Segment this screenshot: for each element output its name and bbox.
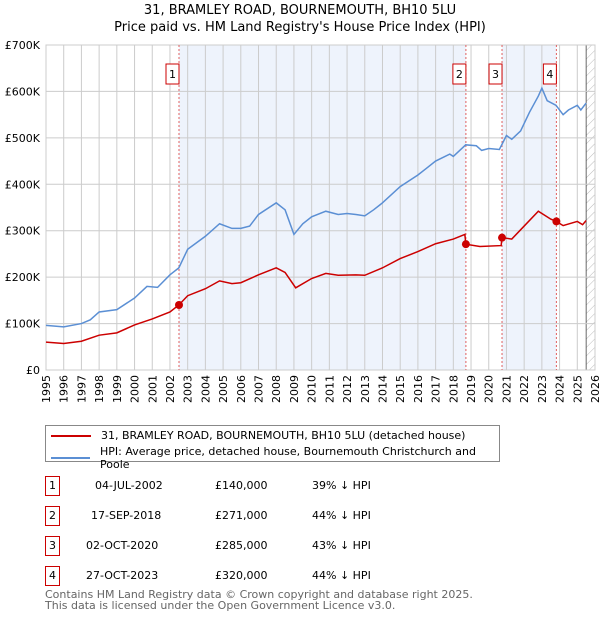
x-tick-label: 2015	[394, 375, 407, 403]
x-tick-label: 1997	[75, 375, 88, 403]
legend-swatch-property	[51, 434, 91, 437]
legend-swatch-hpi	[51, 457, 91, 459]
sale-price: £285,000	[215, 539, 268, 552]
x-tick-label: 2004	[199, 375, 212, 403]
x-tick-label: 2016	[412, 375, 425, 403]
sale-number-badge: 4	[45, 566, 60, 586]
chart-title: 31, BRAMLEY ROAD, BOURNEMOUTH, BH10 5LU	[143, 3, 457, 18]
y-tick-label: £200K	[5, 271, 41, 284]
sale-date: 04-JUL-2002	[95, 479, 163, 492]
chart-subtitle: Price paid vs. HM Land Registry's House …	[114, 20, 486, 35]
series-line	[45, 210, 587, 345]
sale-hpi-diff: 44% ↓ HPI	[312, 569, 371, 582]
sales-table-row: 1 04-JUL-2002 £140,000 39% ↓ HPI	[45, 476, 495, 496]
sale-hpi-diff: 39% ↓ HPI	[312, 479, 371, 492]
sale-hpi-diff: 43% ↓ HPI	[312, 539, 371, 552]
x-tick-label: 2005	[217, 375, 230, 403]
y-tick-label: £600K	[5, 85, 41, 98]
sale-number-badge: 3	[45, 536, 60, 556]
sale-label: 3	[492, 68, 499, 81]
price-chart: 1995 1996 1997 1998 1999 2000 2001 2002 2003 2004…	[5, 39, 600, 403]
x-tick-label: 2011	[323, 375, 336, 403]
sale-label: 4	[546, 68, 553, 81]
sale-number-badge: 1	[45, 476, 60, 496]
sale-price: £271,000	[215, 509, 268, 522]
sale-date: 27-OCT-2023	[86, 569, 159, 582]
shaded-range	[502, 45, 557, 370]
x-tick-label: 2013	[359, 375, 372, 403]
sale-point	[174, 301, 183, 309]
footer-licence: This data is licensed under the Open Gov…	[45, 599, 396, 612]
x-tick-label: 1995	[40, 375, 53, 403]
sale-date: 02-OCT-2020	[86, 539, 159, 552]
x-tick-label: 2008	[270, 375, 283, 403]
y-tick-label: £500K	[5, 132, 41, 145]
x-tick-label: 2019	[465, 375, 478, 403]
legend-label-hpi: HPI: Average price, detached house, Bour…	[100, 445, 476, 471]
x-tick-label: 2017	[430, 375, 443, 403]
x-tick-label: 2026	[589, 375, 600, 403]
y-tick-label: £100K	[5, 318, 41, 331]
sales-table-row: 4 27-OCT-2023 £320,000 44% ↓ HPI	[45, 566, 495, 586]
sales-table-row: 3 02-OCT-2020 £285,000 43% ↓ HPI	[45, 536, 495, 556]
y-tick-label: £300K	[5, 225, 41, 238]
sale-point	[461, 240, 470, 249]
sale-label: 1	[169, 68, 176, 81]
footer: Contains HM Land Registry data © Crown c…	[45, 589, 473, 611]
y-tick-label: £400K	[5, 178, 41, 191]
footer-copyright: Contains HM Land Registry data © Crown c…	[45, 588, 473, 601]
sale-label-box	[165, 63, 180, 85]
sale-label-box	[488, 63, 503, 85]
sale-price: £140,000	[215, 479, 268, 492]
sale-label-box	[542, 63, 557, 85]
x-tick-label: 2000	[129, 375, 142, 403]
y-tick-label: £700K	[5, 39, 41, 52]
x-tick-label: 2012	[341, 375, 354, 403]
x-tick-label: 2025	[571, 375, 584, 403]
x-tick-label: 2018	[447, 375, 460, 403]
x-tick-label: 2006	[235, 375, 248, 403]
x-tick-label: 2002	[164, 375, 177, 403]
x-tick-label: 1999	[111, 375, 124, 403]
sale-number-badge: 2	[45, 506, 60, 526]
sale-label-box	[452, 63, 467, 85]
x-tick-label: 2009	[288, 375, 301, 403]
x-tick-label: 2022	[518, 375, 531, 403]
plot-frame	[45, 44, 596, 371]
sale-date: 17-SEP-2018	[91, 509, 162, 522]
legend-label-property: 31, BRAMLEY ROAD, BOURNEMOUTH, BH10 5LU …	[101, 429, 466, 442]
x-tick-label: 2007	[253, 375, 266, 403]
sales-table-row: 2 17-SEP-2018 £271,000 44% ↓ HPI	[45, 506, 495, 526]
x-tick-label: 2021	[500, 375, 513, 403]
x-tick-label: 2020	[483, 375, 496, 403]
x-tick-label: 1996	[58, 375, 71, 403]
shaded-range	[178, 45, 466, 370]
sale-price: £320,000	[215, 569, 268, 582]
x-tick-label: 2023	[536, 375, 549, 403]
sale-point	[552, 217, 561, 226]
legend: 31, BRAMLEY ROAD, BOURNEMOUTH, BH10 5LU …	[45, 425, 500, 471]
series-line	[45, 86, 587, 328]
sale-hpi-diff: 44% ↓ HPI	[312, 509, 371, 522]
x-tick-label: 2003	[182, 375, 195, 403]
x-tick-label: 2001	[146, 375, 159, 403]
y-tick-label: £0	[26, 364, 40, 377]
x-tick-label: 1998	[93, 375, 106, 403]
x-tick-label: 2010	[306, 375, 319, 403]
x-tick-label: 2014	[376, 375, 389, 403]
forecast-hatch	[586, 45, 595, 370]
sale-label: 2	[456, 68, 463, 81]
sale-point	[498, 233, 507, 242]
x-tick-label: 2024	[554, 375, 567, 403]
